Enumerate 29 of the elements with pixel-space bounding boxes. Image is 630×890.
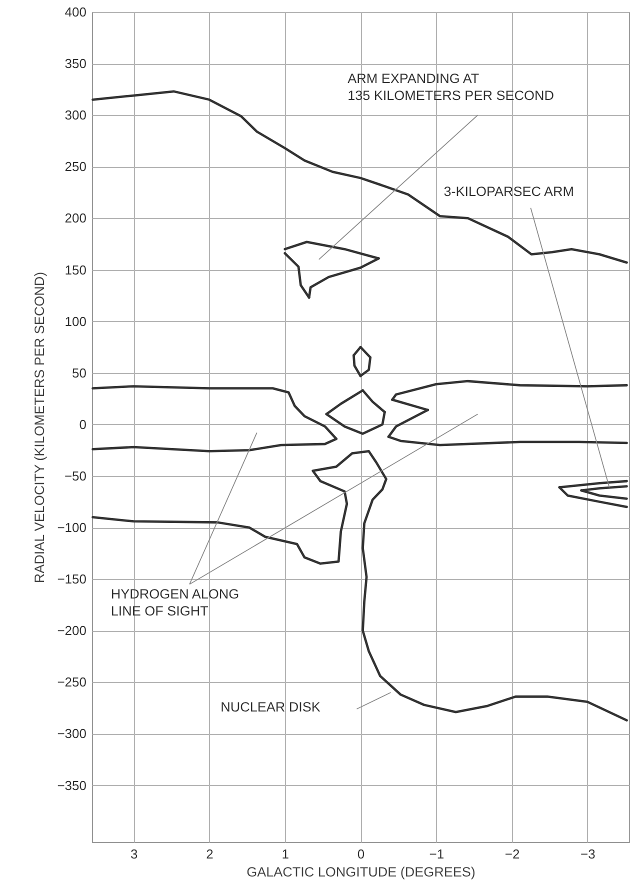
y-tick-label: 100: [64, 314, 86, 329]
x-tick-label: 1: [282, 846, 289, 862]
y-tick-label: 200: [64, 210, 86, 226]
y-tick-label: −50: [64, 468, 86, 484]
y-tick-label: −150: [57, 572, 86, 587]
y-tick-label: −300: [57, 726, 86, 742]
y-tick-label: −250: [57, 674, 86, 690]
x-tick-label: −3: [580, 846, 596, 862]
x-tick-label: −2: [504, 846, 520, 862]
y-axis-title: RADIAL VELOCITY (KILOMETERS PER SECOND): [32, 272, 48, 584]
y-tick-label: 400: [64, 4, 86, 20]
annotation: NUCLEAR DISK: [220, 700, 320, 715]
x-axis-title: GALACTIC LONGITUDE (DEGREES): [246, 864, 476, 880]
y-tick-label: −350: [57, 778, 86, 793]
y-tick-label: 350: [64, 56, 86, 72]
y-tick-label: 0: [79, 416, 86, 432]
x-tick-label: 3: [130, 846, 138, 862]
y-tick-label: −200: [57, 623, 86, 638]
y-tick-label: 50: [72, 365, 86, 380]
x-tick-label: 0: [357, 846, 365, 862]
annotation: 3-KILOPARSEC ARM: [444, 184, 574, 200]
y-tick-label: 150: [64, 262, 86, 278]
y-tick-label: 300: [64, 108, 86, 123]
y-tick-label: −100: [57, 520, 86, 536]
annotation: HYDROGEN ALONG LINE OF SIGHT: [110, 586, 240, 618]
x-tick-label: −1: [429, 846, 444, 862]
annotation: ARM EXPANDING AT 135 KILOMETERS PER SECOND: [348, 70, 554, 103]
y-tick-label: 250: [64, 159, 86, 174]
x-tick-label: 2: [206, 846, 214, 862]
